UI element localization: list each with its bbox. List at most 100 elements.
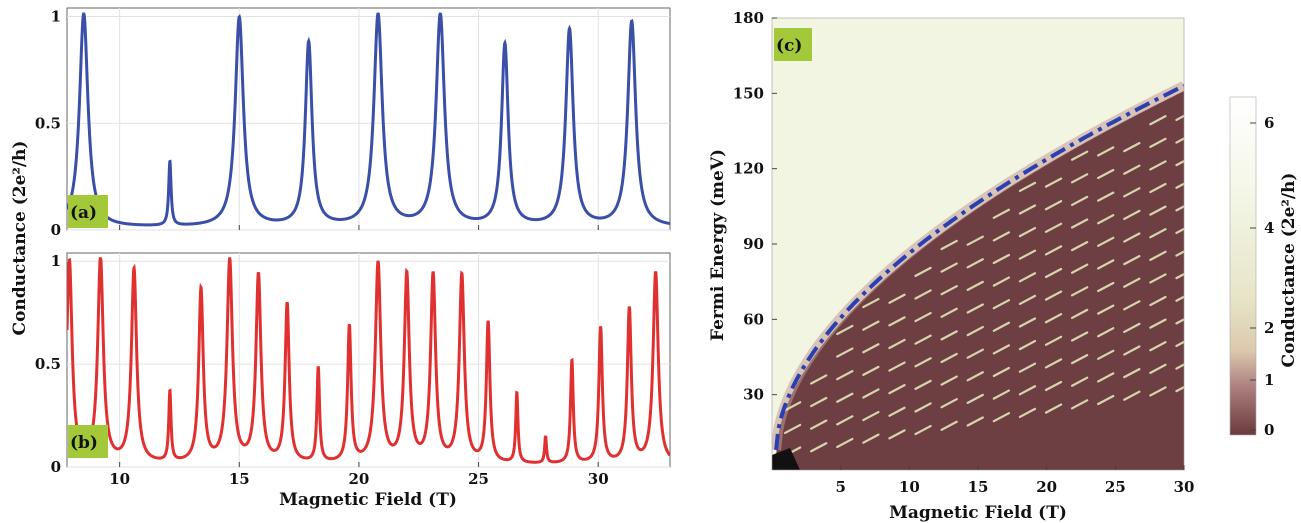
heatmap-streak	[1097, 372, 1115, 383]
heatmap-streak	[914, 402, 932, 413]
left-x-axis-label: Magnetic Field (T)	[279, 490, 457, 510]
heatmap-streak	[992, 208, 1011, 219]
panel-c: 5 10 15 20 25 30 30 60 90 120 150 180 (c)	[733, 9, 1195, 496]
heatmap-streak	[1044, 245, 1063, 256]
colorbar-tick-label: 0	[1264, 421, 1274, 439]
heatmap-streak	[1123, 300, 1141, 311]
heatmap-streak	[1123, 164, 1141, 175]
panel-a-y-tick-label: 0	[51, 221, 61, 239]
panel-c-x-tick-label: 10	[899, 478, 920, 496]
heatmap-streak	[1149, 228, 1167, 239]
heatmap-streak	[1123, 209, 1141, 221]
panel-c-badge	[774, 28, 812, 61]
heatmap-streak	[1097, 327, 1115, 338]
heatmap-streak	[992, 412, 1011, 423]
panel-c-x-tick-label: 15	[968, 478, 989, 496]
heatmap-streak	[1018, 249, 1037, 260]
heatmap-streak	[1044, 335, 1063, 346]
colorbar-ticks: 0 1 2 4 6	[1250, 114, 1274, 439]
panel-b-series-line	[67, 257, 670, 464]
heatmap-streak	[862, 388, 880, 399]
heatmap-streak	[966, 325, 984, 337]
panel-b-ticks: 10 15 20 25 30 0 0.5 1	[35, 252, 609, 488]
panel-c-x-tick-label: 30	[1174, 478, 1195, 496]
heatmap-streak	[966, 416, 984, 427]
heatmap-streak	[1044, 358, 1063, 369]
heatmap-streak	[966, 235, 984, 246]
heatmap-streak	[1149, 295, 1167, 307]
heatmap-streak	[914, 379, 932, 390]
heatmap-streak	[1175, 182, 1184, 189]
heatmap-streak	[1018, 181, 1037, 193]
panel-a-badge-label: (a)	[70, 203, 97, 223]
heatmap-streak	[1044, 267, 1063, 279]
heatmap-streak	[810, 374, 828, 385]
heatmap-streak	[1175, 227, 1184, 235]
colorbar-tick-label: 4	[1264, 219, 1274, 237]
panel-c-resonance-streaks	[783, 114, 1184, 457]
colorbar-label: Conductance (2e²/h)	[1279, 173, 1299, 368]
heatmap-streak	[1149, 363, 1167, 374]
heatmap-streak	[1018, 385, 1037, 396]
heatmap-streak	[888, 316, 906, 327]
heatmap-streak	[1175, 137, 1184, 144]
heatmap-streak	[1044, 177, 1063, 188]
heatmap-streak	[862, 365, 880, 376]
heatmap-streak	[862, 343, 880, 354]
panel-b-x-tick-label: 25	[468, 470, 489, 488]
heatmap-streak	[1018, 272, 1037, 283]
heatmap-streak	[940, 239, 958, 251]
heatmap-streak	[1123, 187, 1141, 198]
heatmap-streak	[836, 415, 854, 426]
heatmap-streak	[940, 375, 958, 386]
panel-c-heatmap	[772, 81, 1184, 470]
heatmap-streak	[1044, 290, 1063, 301]
heatmap-streak	[940, 307, 958, 318]
heatmap-streak	[914, 357, 932, 368]
heatmap-streak	[966, 258, 984, 269]
heatmap-streak	[1070, 195, 1089, 207]
heatmap-streak	[1149, 341, 1167, 352]
heatmap-streak	[1175, 340, 1184, 348]
heatmap-streak	[1097, 168, 1115, 180]
heatmap-streak	[1097, 259, 1115, 270]
panel-b-badge	[68, 425, 108, 458]
heatmap-streak	[992, 299, 1011, 310]
heatmap-streak	[1149, 205, 1167, 216]
heatmap-streak	[1097, 146, 1115, 157]
heatmap-streak	[914, 334, 932, 345]
heatmap-streak	[1149, 318, 1167, 329]
heatmap-streak	[992, 231, 1011, 242]
heatmap-streak	[1149, 273, 1167, 284]
heatmap-streak	[1175, 159, 1184, 167]
heatmap-streak	[914, 289, 932, 300]
panel-c-dark-corner	[772, 448, 800, 470]
heatmap-streak	[940, 398, 958, 409]
heatmap-streak	[1018, 362, 1037, 373]
heatmap-streak	[1097, 191, 1115, 202]
heatmap-streak	[1018, 407, 1037, 419]
heatmap-streak	[940, 352, 958, 364]
panel-b-y-tick-label: 1	[51, 252, 61, 270]
heatmap-streak	[1070, 150, 1089, 161]
heatmap-streak	[914, 424, 932, 436]
heatmap-streak	[862, 297, 880, 309]
heatmap-streak	[992, 253, 1011, 265]
heatmap-streak	[1097, 281, 1115, 293]
heatmap-streak	[1044, 313, 1063, 324]
panel-c-y-tick-label: 60	[743, 310, 764, 328]
heatmap-streak	[810, 442, 828, 453]
heatmap-streak	[1123, 142, 1141, 153]
heatmap-streak	[1070, 376, 1089, 387]
heatmap-streak	[1123, 345, 1141, 356]
heatmap-streak	[862, 320, 880, 331]
colorbar-tick-label: 1	[1264, 371, 1274, 389]
heatmap-streak	[862, 433, 880, 444]
heatmap-streak	[940, 330, 958, 341]
panel-b-x-tick-label: 30	[588, 470, 609, 488]
heatmap-streak	[888, 361, 906, 372]
heatmap-streak	[1175, 385, 1184, 393]
heatmap-streak	[783, 423, 802, 435]
panel-a-badge	[68, 195, 108, 228]
